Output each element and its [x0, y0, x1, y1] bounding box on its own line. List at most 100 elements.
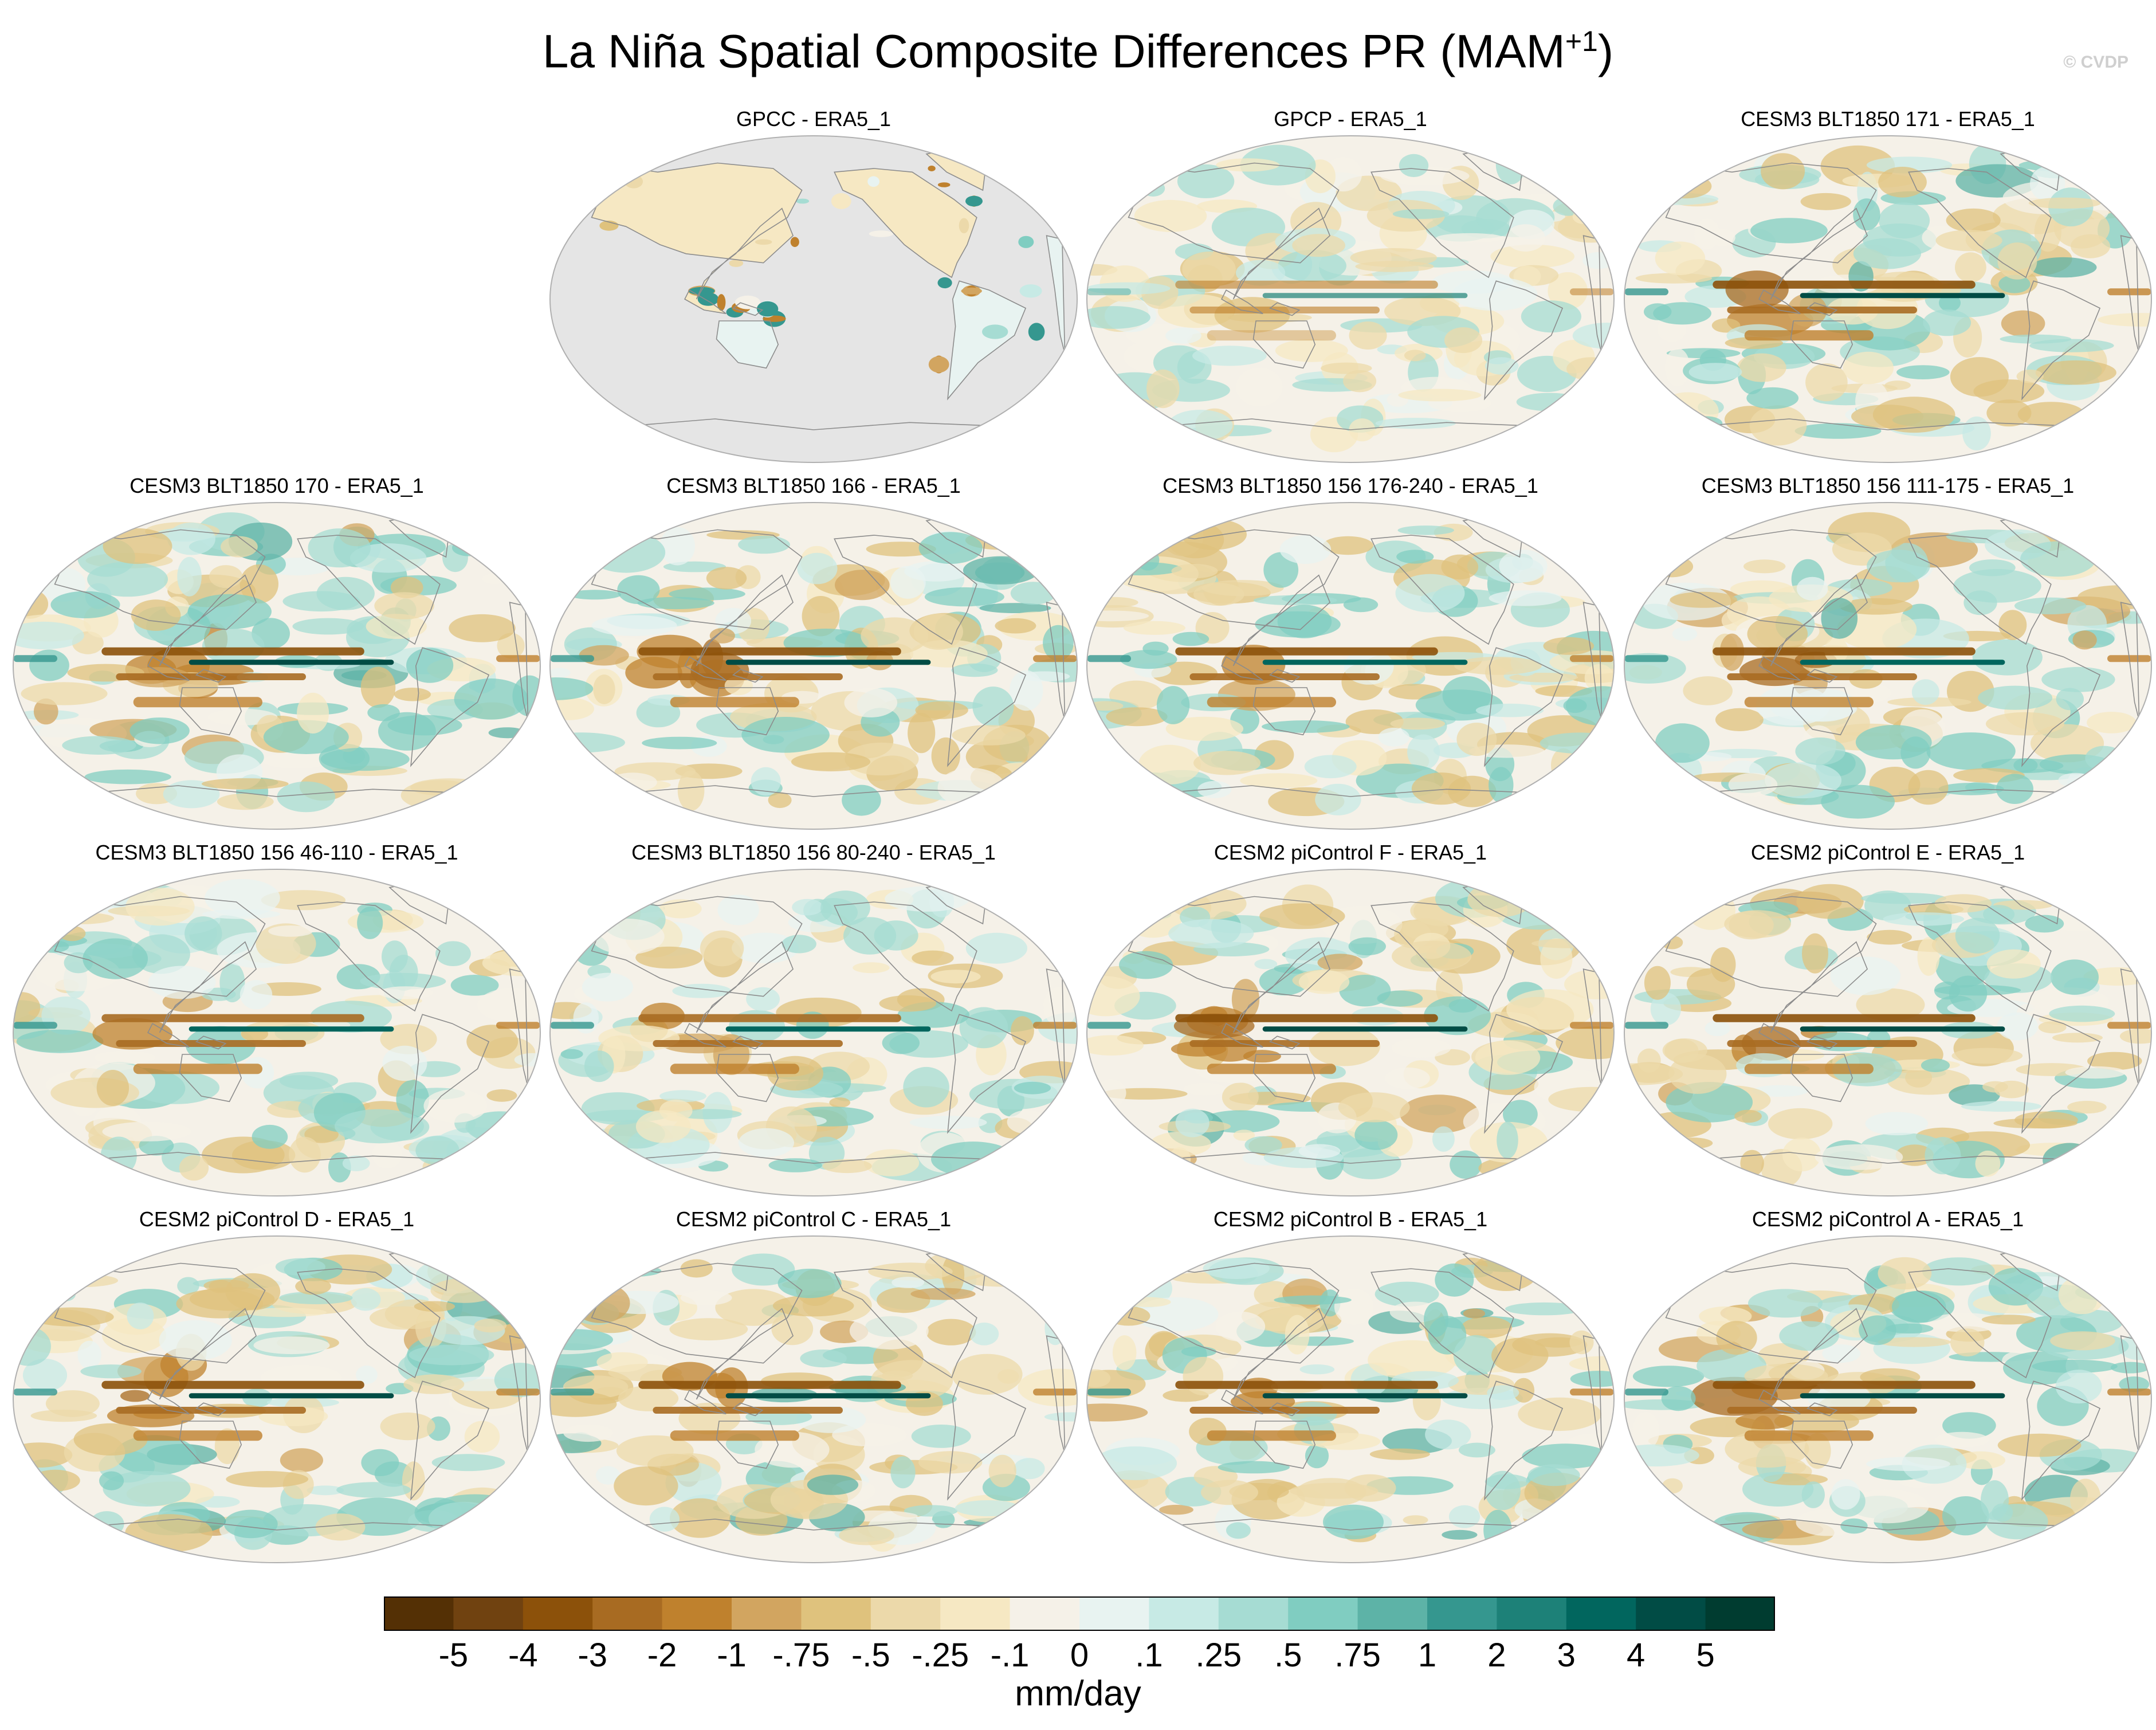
anomaly-patch [430, 1278, 499, 1303]
anomaly-patch [670, 1498, 731, 1538]
anomaly-patch [2014, 597, 2087, 614]
anomaly-patch [563, 1424, 613, 1442]
anomaly-patch [1997, 1433, 2082, 1457]
anomaly-patch [2058, 1276, 2106, 1315]
anomaly-patch [62, 736, 136, 755]
colorbar-tick-label: -3 [578, 1637, 607, 1674]
panel-title: CESM3 BLT1850 156 176-240 - ERA5_1 [1163, 474, 1538, 497]
anomaly-patch [1540, 938, 1573, 979]
anomaly-patch [882, 1031, 920, 1054]
anomaly-patch [918, 532, 983, 564]
anomaly-patch [1343, 597, 1379, 613]
anomaly-patch [746, 987, 780, 1011]
anomaly-patch [1644, 966, 1671, 1000]
map-panel: CESM3 BLT1850 156 111-175 - ERA5_1 [1621, 473, 2154, 840]
anomaly-patch [1802, 933, 1828, 974]
anomaly-patch [1831, 1479, 1860, 1510]
coastline [716, 687, 779, 736]
anomaly-patch [263, 720, 349, 754]
equatorial-band [1624, 288, 1668, 296]
anomaly-patch [1506, 989, 1594, 1030]
anomaly-patch [596, 1352, 648, 1372]
anomaly-patch [829, 1097, 850, 1108]
coastline [834, 535, 977, 645]
anomaly-patch [1649, 555, 1694, 578]
anomaly-patch [735, 295, 761, 309]
anomaly-patch [1886, 1323, 1934, 1333]
anomaly-patch [1879, 202, 1930, 239]
anomaly-patch [1737, 353, 1786, 382]
equatorial-band [1207, 1430, 1336, 1441]
anomaly-patch [867, 176, 879, 187]
anomaly-patch [1661, 1386, 1696, 1411]
anomaly-patch [1390, 717, 1446, 730]
anomaly-patch [382, 1045, 427, 1081]
map-border [549, 502, 1078, 830]
anomaly-patch [842, 784, 881, 816]
coastline [410, 1380, 490, 1501]
anomaly-patch [277, 781, 336, 813]
coastline [1699, 418, 2075, 462]
anomaly-patch [1349, 321, 1387, 350]
map-panel: CESM2 piControl C - ERA5_1 [547, 1207, 1080, 1574]
anomaly-patch [30, 1410, 97, 1422]
anomaly-patch [2119, 1376, 2150, 1392]
anomaly-patch [1584, 664, 1614, 692]
anomaly-patch [2065, 1066, 2126, 1079]
anomaly-patch [125, 888, 195, 926]
anomaly-patch [741, 717, 830, 753]
anomaly-patch [21, 682, 108, 705]
anomaly-patch [1499, 550, 1548, 583]
anomaly-patch [1354, 1120, 1398, 1150]
anomaly-patch [863, 1149, 920, 1176]
anomaly-patch [584, 1050, 614, 1082]
coastline [1128, 1262, 1340, 1400]
equatorial-band [1744, 1064, 1874, 1074]
anomaly-patch [2032, 1359, 2118, 1373]
anomaly-patch [1670, 591, 1737, 608]
anomaly-patch [903, 1066, 949, 1108]
anomaly-patch [29, 649, 69, 681]
anomaly-patch [1218, 1461, 1290, 1474]
anomaly-patch [1497, 1121, 1518, 1159]
anomaly-patch [1182, 252, 1236, 287]
panel-title: CESM2 piControl E - ERA5_1 [1750, 841, 2025, 864]
colorbar-tick-label: -1 [717, 1637, 747, 1674]
anomaly-patch [1955, 1451, 2005, 1469]
anomaly-patch [1424, 996, 1491, 1035]
precip-difference-map [549, 135, 1078, 463]
anomaly-patch [717, 895, 759, 925]
anomaly-patch [1821, 598, 1858, 639]
anomaly-patch [486, 1089, 517, 1102]
equatorial-band [188, 1393, 394, 1399]
anomaly-patch [669, 587, 745, 601]
anomaly-patch [1683, 676, 1733, 705]
anomaly-patch [820, 891, 870, 926]
anomaly-patch [1761, 153, 1805, 190]
map-panel: CESM3 BLT1850 171 - ERA5_1 [1621, 107, 2154, 473]
coastline [1665, 162, 1877, 300]
anomaly-patch [361, 1449, 399, 1476]
equatorial-band [1744, 330, 1874, 341]
coastline [1269, 1402, 1301, 1417]
coastline [179, 687, 242, 736]
anomaly-patch [1087, 597, 1138, 608]
anomaly-patch [642, 736, 717, 750]
anomaly-patch [1657, 392, 1719, 431]
anomaly-patch [1345, 709, 1404, 734]
equatorial-band [1800, 293, 2005, 299]
panel-title: CESM3 BLT1850 171 - ERA5_1 [1741, 107, 2035, 131]
equatorial-band [1207, 330, 1336, 341]
anomaly-patch [1172, 631, 1209, 646]
coastline [1370, 535, 1514, 645]
anomaly-patch [223, 1509, 278, 1539]
anomaly-patch [1146, 369, 1180, 409]
anomaly-patch [1655, 241, 1706, 276]
anomaly-patch [729, 259, 744, 267]
anomaly-patch [1715, 708, 1764, 731]
anomaly-patch [1339, 975, 1391, 1007]
anomaly-patch [159, 1320, 232, 1361]
anomaly-patch [454, 678, 528, 720]
equatorial-band [1262, 660, 1468, 665]
equatorial-band [13, 655, 57, 662]
